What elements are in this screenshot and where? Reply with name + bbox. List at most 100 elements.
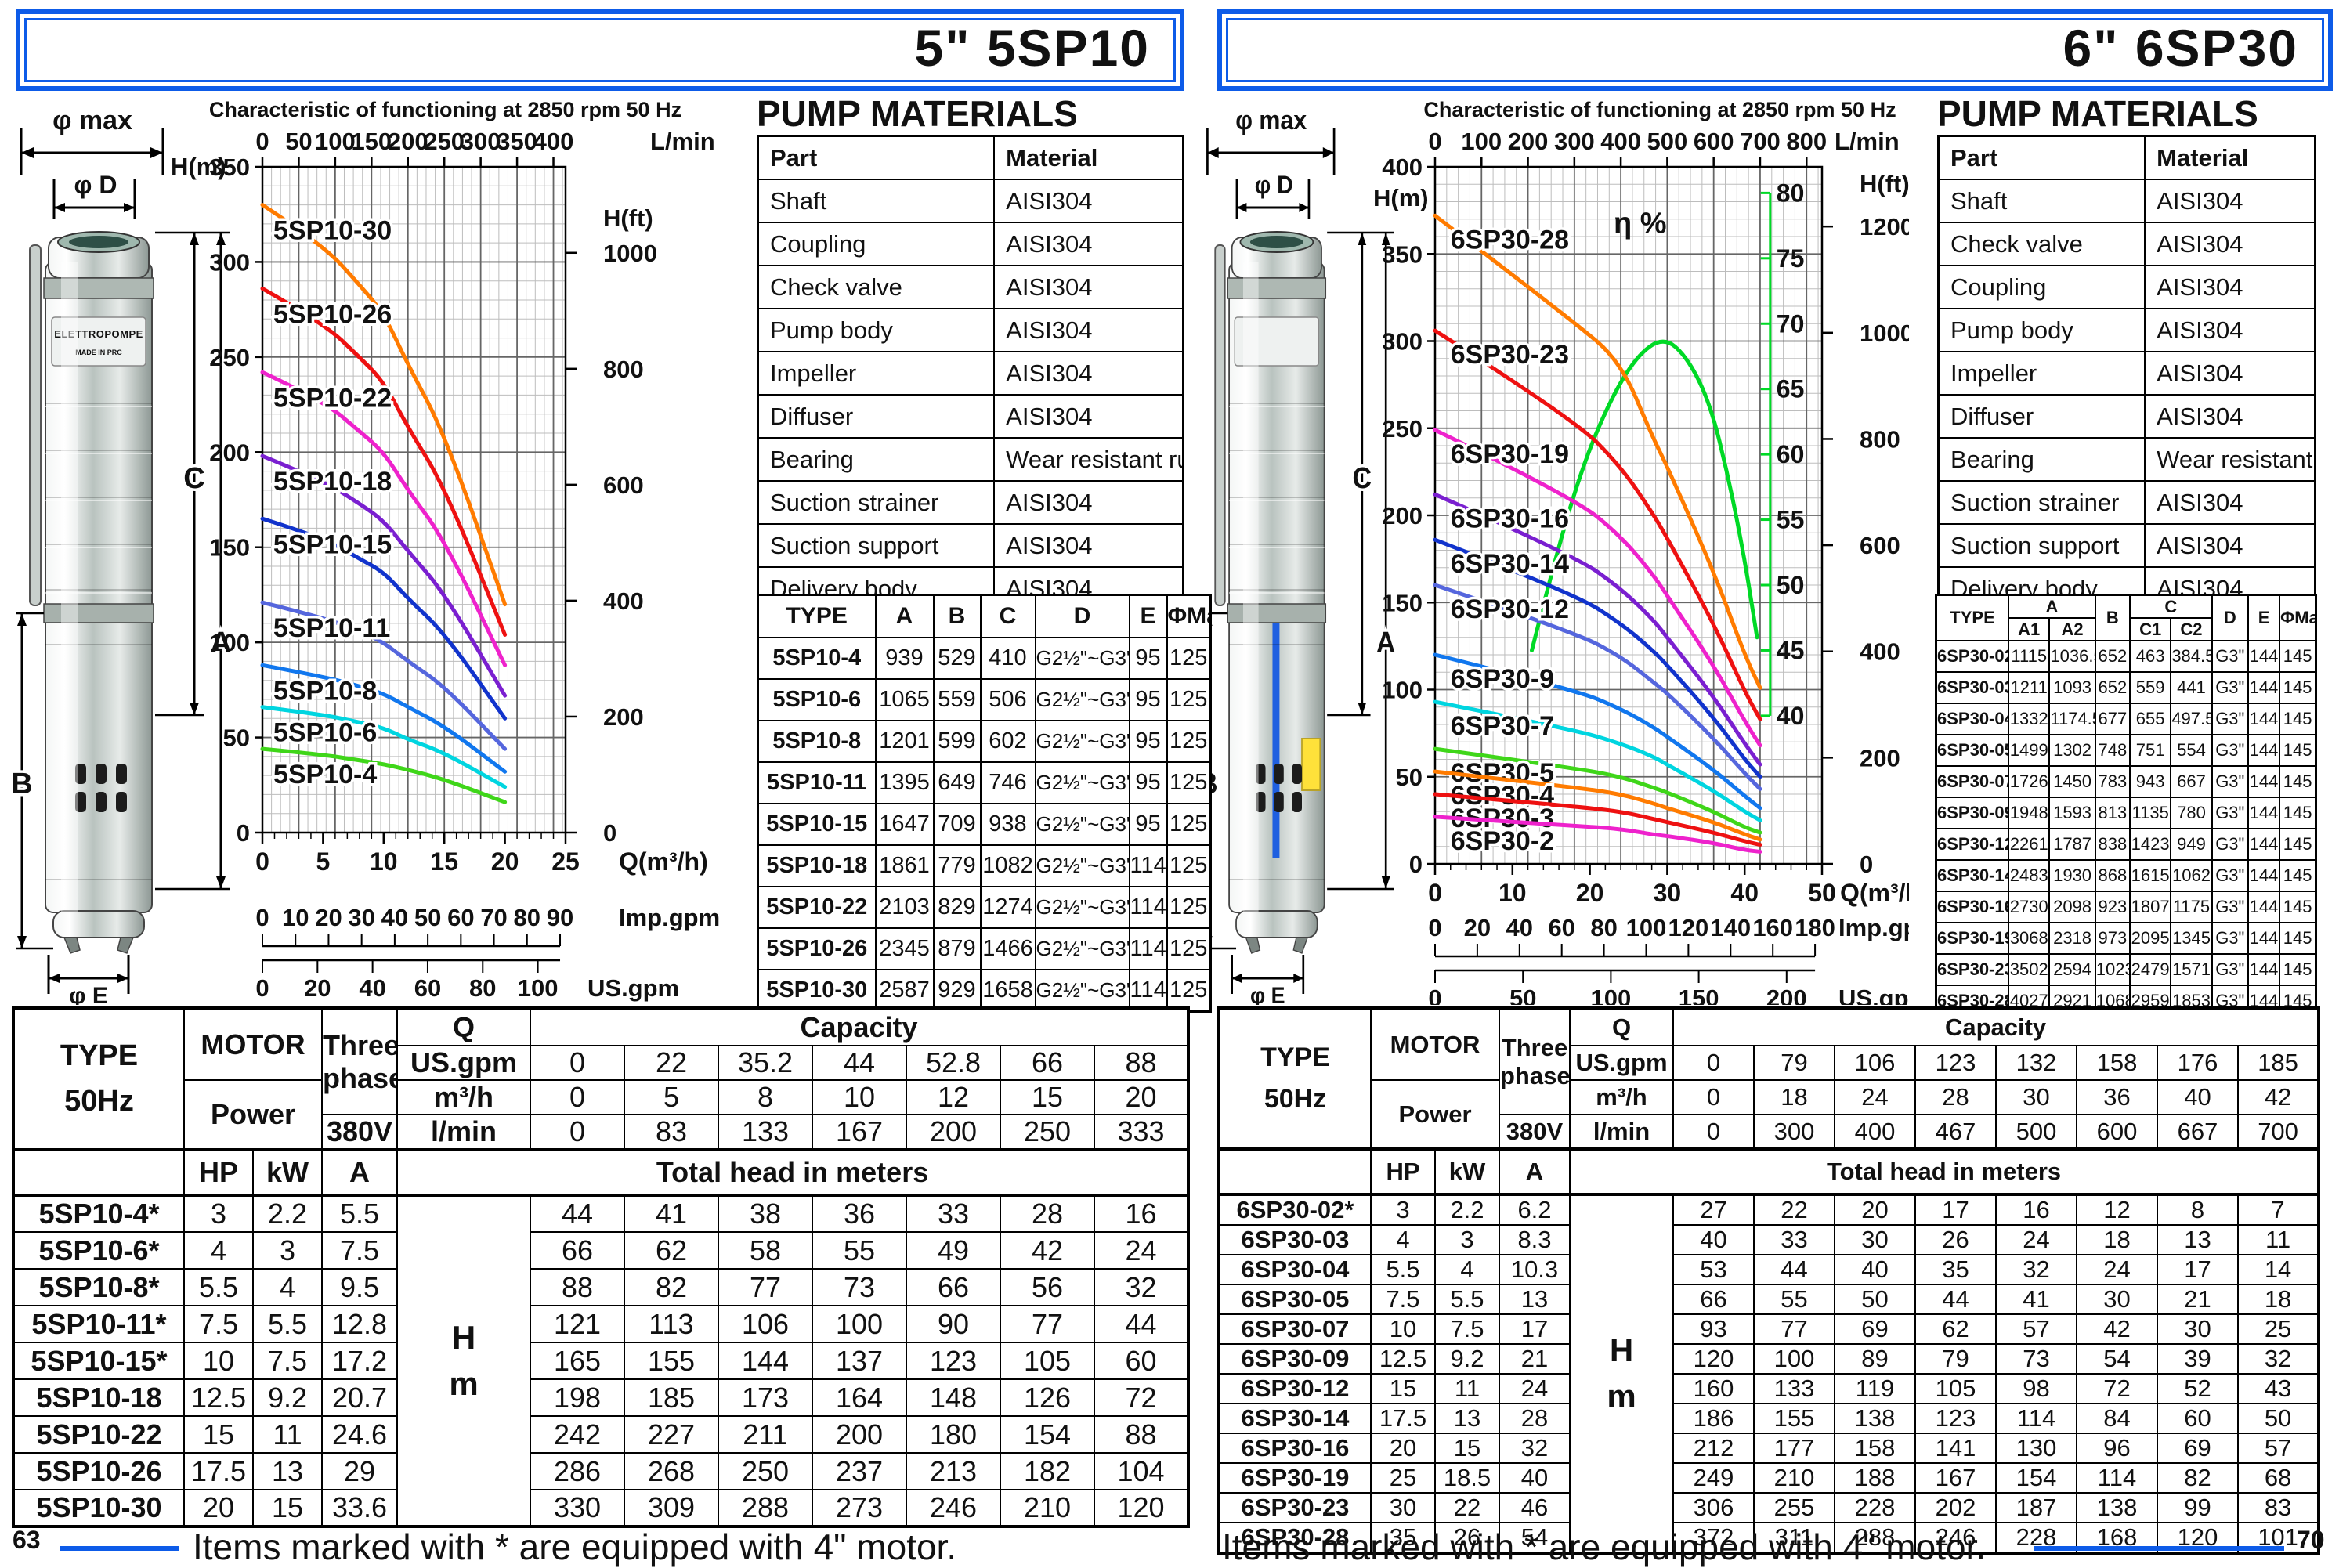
dims-row: 6SP30-16 2730 2098 923 1807 1175 G3" 144 145 [1935, 891, 2317, 923]
dims-cell: 144 [2247, 953, 2281, 986]
path [260, 705, 508, 789]
head-cell: 255 [1753, 1492, 1835, 1523]
dims-header: D [1034, 594, 1130, 638]
head-cell: 22 [1753, 1194, 1835, 1226]
text: Q(m³/h) [619, 847, 708, 876]
text-clabel: 6SP30-7 [1451, 711, 1554, 741]
head-cell: 69 [1834, 1313, 1916, 1345]
text: L/min [650, 128, 715, 155]
total-head-header: Total head in meters [1568, 1147, 2320, 1196]
text: φ max [1235, 105, 1307, 135]
dims-cell: 667 [2170, 765, 2213, 798]
part-cell: Shaft [1937, 179, 2146, 223]
kw-cell: 7.5 [1434, 1313, 1500, 1345]
dims-header: ΦMax [1166, 594, 1212, 638]
text: 20 [1576, 879, 1604, 907]
rect [1274, 792, 1284, 812]
text: 40 [381, 904, 408, 931]
head-cell: 138 [2076, 1492, 2158, 1523]
dims-row: 5SP10-11 1395 649 746 G2½"~G3" 95 125 [757, 761, 1212, 804]
material-cell: AISI304 [993, 308, 1184, 352]
head-cell: 213 [906, 1452, 1001, 1490]
text: 250 [209, 344, 250, 371]
head-cell: 83 [2236, 1492, 2320, 1523]
left-title-inner-border [24, 18, 1176, 82]
dims-cell: 506 [979, 678, 1036, 721]
text: 0 [1428, 128, 1441, 155]
head-cell: 49 [906, 1231, 1001, 1270]
head-cell: 114 [2076, 1462, 2158, 1494]
dims-cell: 6SP30-03 [1935, 671, 2010, 704]
kw-header: kW [252, 1148, 323, 1197]
head-cell: 24 [1093, 1231, 1190, 1270]
dims-cell: G3" [2211, 671, 2249, 704]
capacity-value: 158 [2076, 1045, 2158, 1081]
kw-cell: 3 [1434, 1224, 1500, 1255]
text: 55 [1777, 506, 1805, 534]
dims-cell: 5SP10-22 [757, 886, 877, 929]
hp-cell: 7.5 [183, 1305, 254, 1343]
pump-row: 6SP30-12 15 11 24 160 133 119 105 98 72 52 43 [1218, 1373, 2320, 1404]
head-cell: 25 [2236, 1313, 2320, 1345]
left-page-number: 63 [13, 1526, 41, 1554]
path [260, 370, 508, 667]
head-cell: 120 [1672, 1343, 1755, 1375]
rect [1274, 764, 1284, 784]
text: 40 [1506, 914, 1533, 941]
head-cell: 28 [1000, 1194, 1095, 1233]
text: 70 [1777, 309, 1805, 338]
head-cell: 141 [1914, 1433, 1997, 1464]
text: 70 [480, 904, 507, 931]
head-cell: 306 [1672, 1492, 1755, 1523]
head-cell: 62 [1914, 1313, 1997, 1345]
capacity-value: 15 [1000, 1079, 1095, 1115]
path [1433, 537, 1762, 779]
dims-cell: 1082 [979, 844, 1036, 887]
dims-cell: 145 [2279, 671, 2317, 704]
dims-header-row-2: A1 A2 C1 C2 [1936, 617, 2316, 641]
c-header: C [2129, 594, 2213, 619]
capacity-value: 500 [1995, 1114, 2077, 1150]
dims-cell: 1499 [2008, 734, 2051, 767]
capacity-value: 333 [1093, 1114, 1190, 1151]
head-cell: 62 [624, 1231, 719, 1270]
tbody: Part Material Shaft AISI304 Check valve AISI3… [1937, 135, 2316, 612]
capacity-value: 176 [2157, 1045, 2239, 1081]
materials-row: Check valve AISI304 [757, 265, 1184, 309]
part-cell: Check valve [757, 265, 996, 309]
dims-cell: 649 [932, 761, 982, 804]
text-clabel: 5SP10-26 [273, 299, 392, 329]
pump-type-cell: 5SP10-6* [13, 1231, 185, 1270]
dims-cell: 1201 [874, 720, 935, 763]
material-header: Material [2144, 135, 2316, 180]
head-cell: 72 [2076, 1373, 2158, 1404]
material-cell: AISI304 [2144, 179, 2316, 223]
amp-cell: 24 [1499, 1373, 1571, 1404]
text: 600 [1860, 532, 1900, 559]
perf-header-row-1: TYPE 50Hz MOTOR Three phase Q Capacity [1218, 1007, 2320, 1150]
capacity-value: 12 [906, 1079, 1001, 1115]
materials-row: Impeller AISI304 [1937, 351, 2316, 396]
dims-cell: 1861 [874, 844, 935, 887]
amp-cell: 33.6 [321, 1489, 398, 1527]
head-cell: 60 [1093, 1342, 1190, 1380]
path [1433, 792, 1762, 847]
part-header: Part [1937, 135, 2146, 180]
capacity-value: 300 [1753, 1114, 1835, 1150]
dims-cell: G2½"~G3" [1034, 637, 1130, 680]
perf-header-row-3: Power m³/h 0 18 24 28 30 36 40 42 [1219, 1079, 2320, 1150]
capacity-value: 185 [2236, 1045, 2320, 1081]
materials-row: Suction support AISI304 [1937, 523, 2316, 568]
head-cell: 88 [1093, 1415, 1190, 1454]
hp-cell: 20 [183, 1489, 254, 1527]
c2-header: C2 [2170, 617, 2213, 641]
text: H(ft) [603, 204, 653, 232]
pump-type-cell: 6SP30-03 [1218, 1224, 1372, 1255]
head-cell: 242 [530, 1415, 625, 1454]
head-cell: 154 [1995, 1462, 2077, 1494]
rect [43, 603, 154, 623]
dims-cell: 2095 [2128, 922, 2172, 955]
dims-cell: 2318 [2048, 922, 2096, 955]
material-cell: AISI304 [993, 222, 1184, 266]
